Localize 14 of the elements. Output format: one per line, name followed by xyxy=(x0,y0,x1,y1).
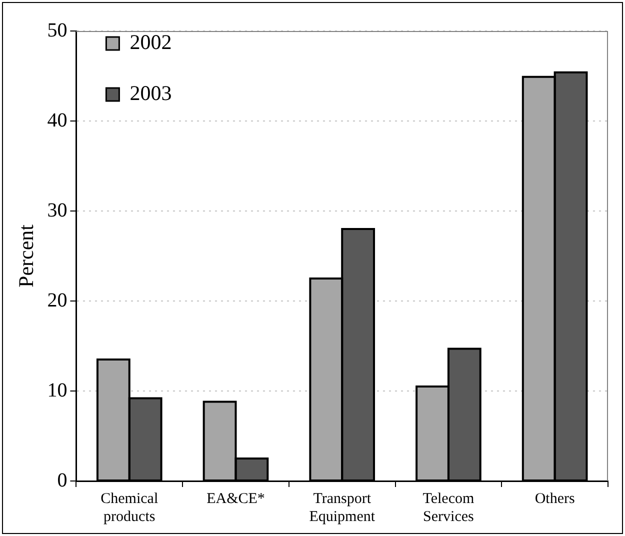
x-tick-label: Chemical products xyxy=(100,490,158,525)
legend-label: 2003 xyxy=(130,81,172,106)
y-tick-label: 30 xyxy=(47,199,68,222)
y-axis-title: Percent xyxy=(14,224,38,288)
y-tick-label: 50 xyxy=(47,19,68,42)
y-tick-label: 20 xyxy=(47,289,68,312)
y-tick-label: 40 xyxy=(47,109,68,132)
legend-label: 2002 xyxy=(130,30,172,54)
y-tick-label: 0 xyxy=(57,469,68,492)
x-tick-label: Others xyxy=(534,490,575,507)
x-tick-label: EA&CE* xyxy=(206,490,265,507)
x-tick-label: Telecom Services xyxy=(422,490,474,525)
y-tick-label: 10 xyxy=(47,379,68,402)
x-tick-label: Transport Equipment xyxy=(309,490,376,525)
